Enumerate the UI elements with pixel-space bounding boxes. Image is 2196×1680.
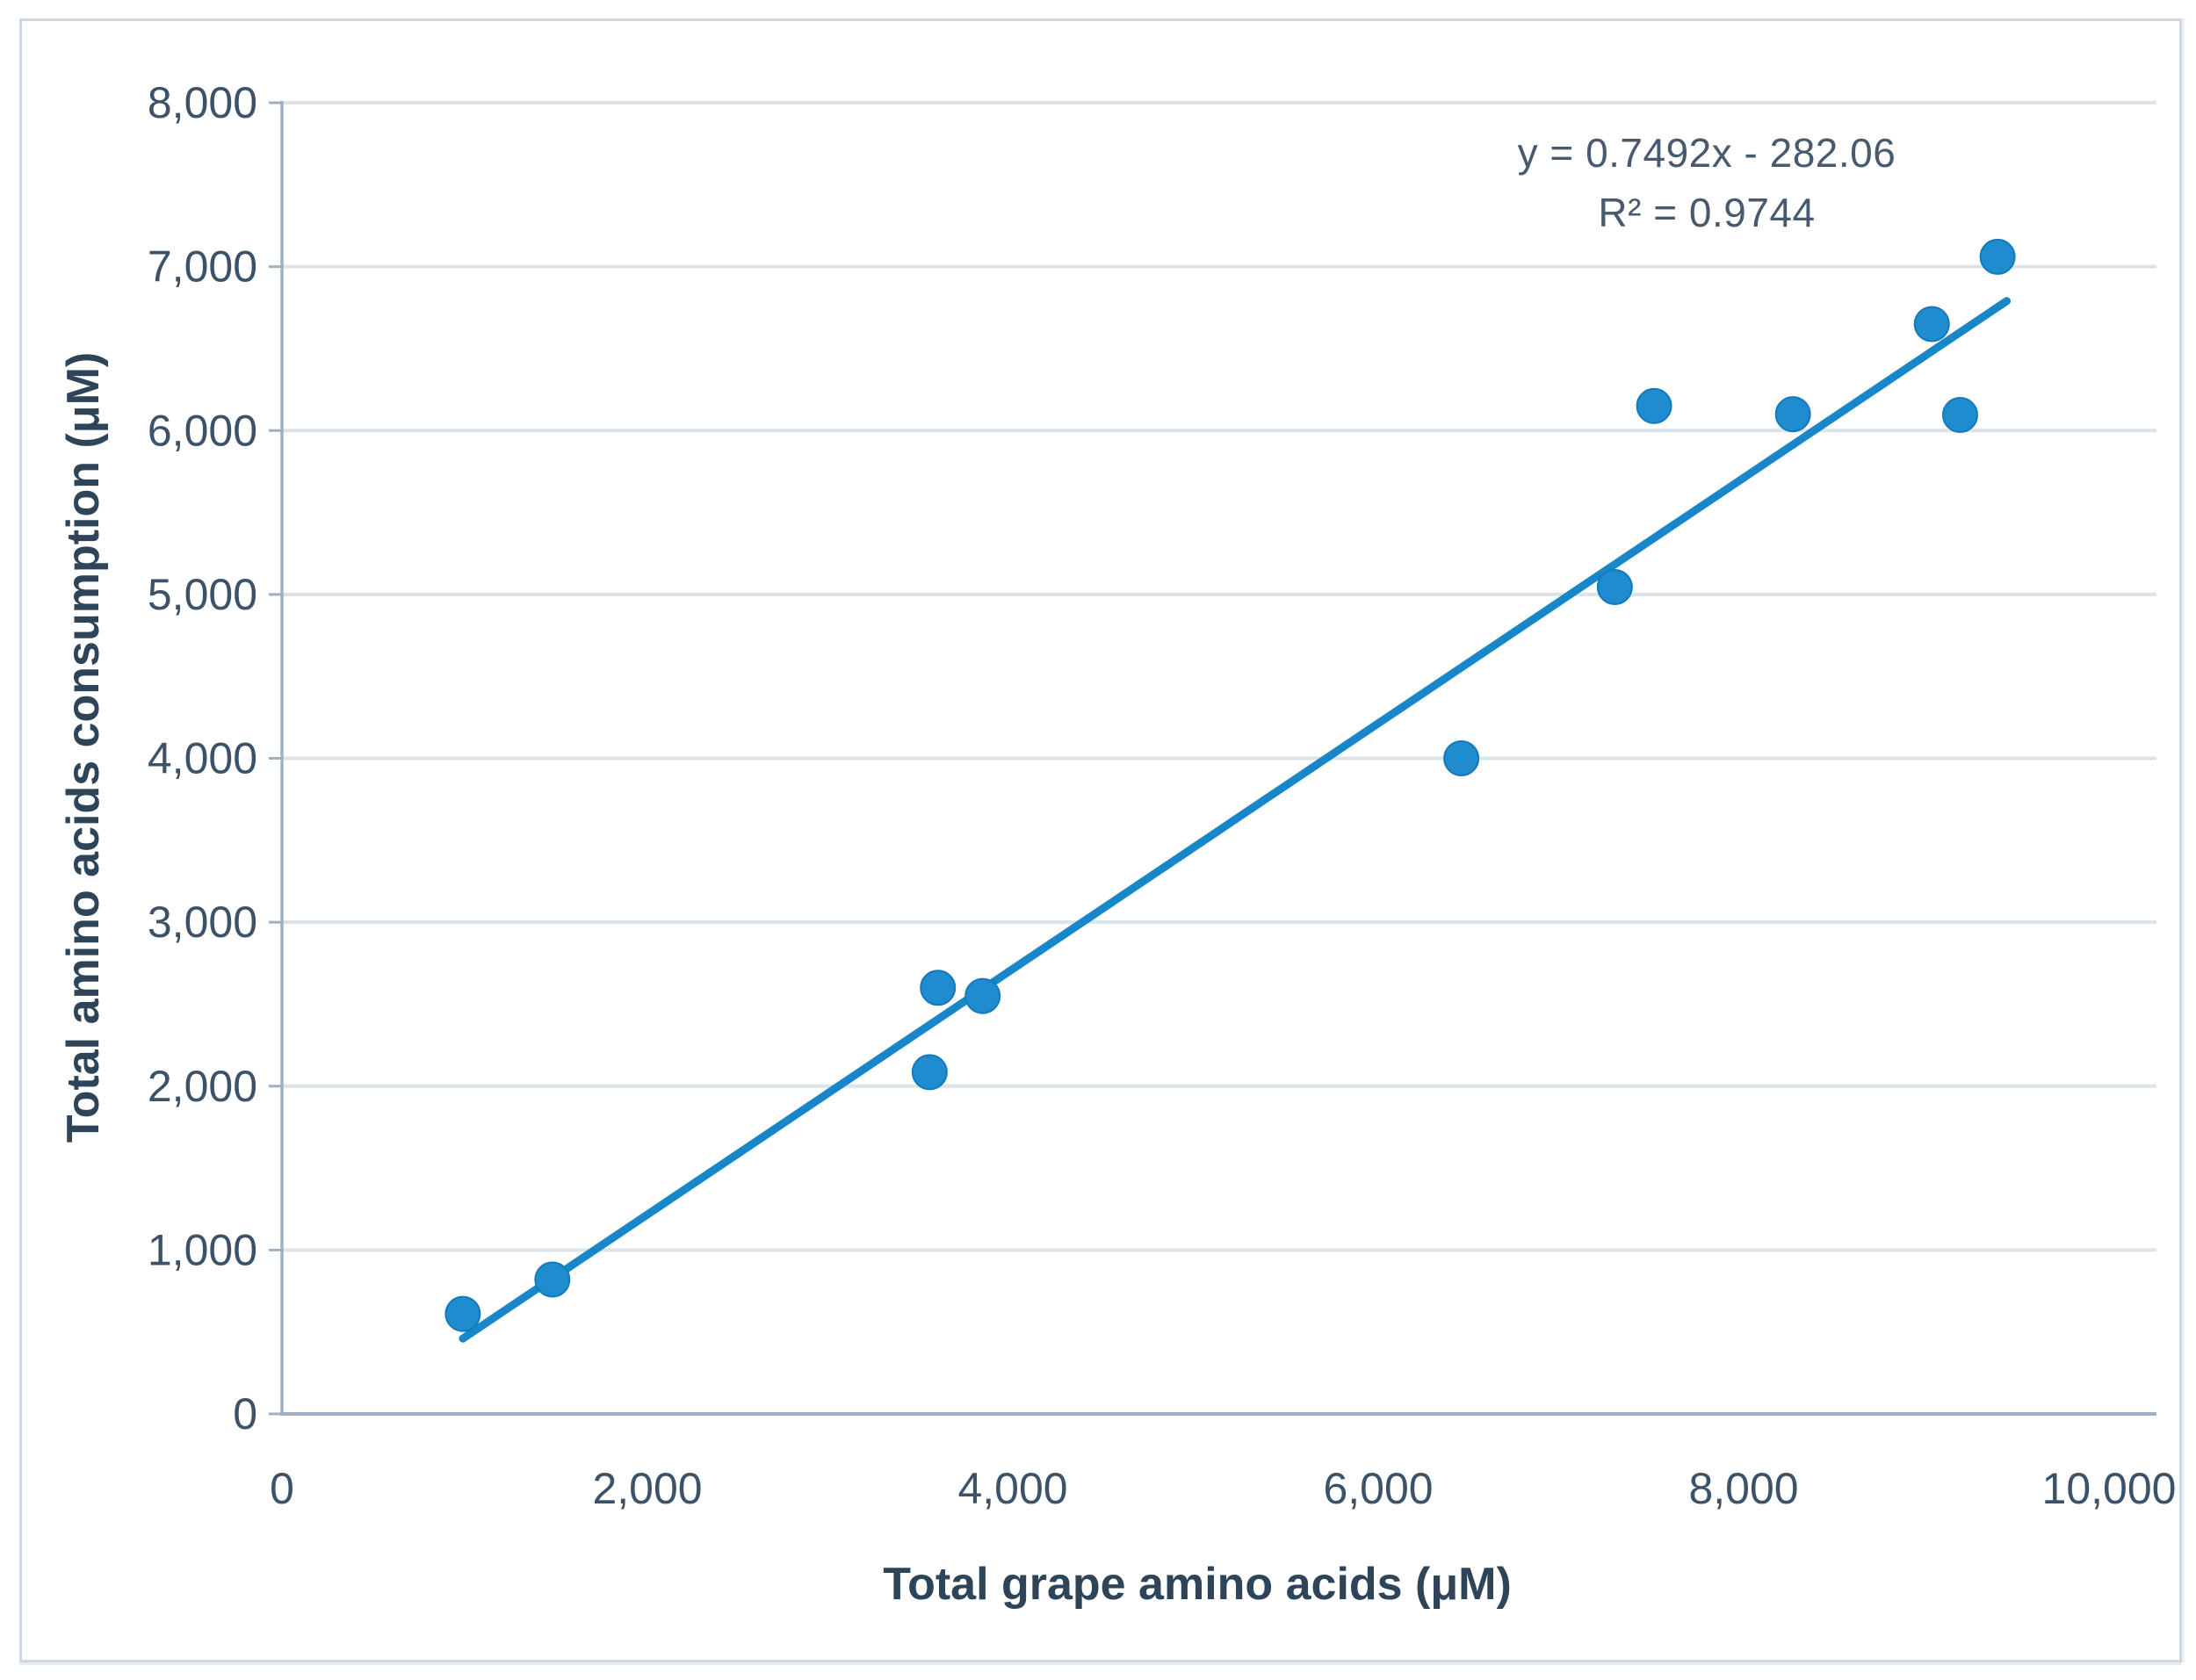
- y-tick-label: 4,000: [148, 734, 257, 783]
- data-point: [911, 1054, 948, 1091]
- data-point: [534, 1261, 571, 1298]
- trendline-annotation: y = 0.7492x - 282.06 R² = 0.9744: [1268, 123, 2146, 242]
- y-tick-label: 6,000: [148, 406, 257, 455]
- trendline: [459, 297, 2012, 1343]
- y-tick-label: 0: [233, 1389, 257, 1438]
- y-axis-title: Total amino acids consumption (μM): [58, 351, 109, 1143]
- data-point: [964, 977, 1001, 1014]
- y-tick-label: 7,000: [148, 242, 257, 292]
- x-tick-label: 6,000: [1323, 1464, 1433, 1513]
- x-axis-title: Total grape amino acids (μM): [883, 1559, 1512, 1610]
- data-point: [1443, 740, 1480, 776]
- y-tick-label: 1,000: [148, 1225, 257, 1274]
- trendline-equation-label: y = 0.7492x - 282.06: [1517, 130, 1896, 176]
- x-tick-label: 2,000: [592, 1464, 702, 1513]
- y-tick-label: 2,000: [148, 1062, 257, 1111]
- x-tick-label: 4,000: [957, 1464, 1067, 1513]
- r-squared-label: R² = 0.9744: [1598, 190, 1816, 235]
- figure-border: [19, 18, 2182, 1662]
- x-tick-label: 10,000: [2042, 1464, 2177, 1513]
- x-tick-label: 0: [270, 1464, 294, 1513]
- data-point: [1596, 568, 1633, 605]
- y-tick-label: 3,000: [148, 898, 257, 947]
- data-point: [444, 1295, 481, 1332]
- y-tick-label: 5,000: [148, 570, 257, 619]
- data-point: [920, 970, 957, 1006]
- data-point: [1774, 396, 1811, 433]
- y-tick-label: 8,000: [148, 78, 257, 127]
- data-point: [1941, 397, 1978, 434]
- data-point: [1636, 387, 1672, 424]
- x-tick-label: 8,000: [1688, 1464, 1798, 1513]
- data-point: [1979, 238, 2016, 275]
- data-point: [1913, 306, 1950, 342]
